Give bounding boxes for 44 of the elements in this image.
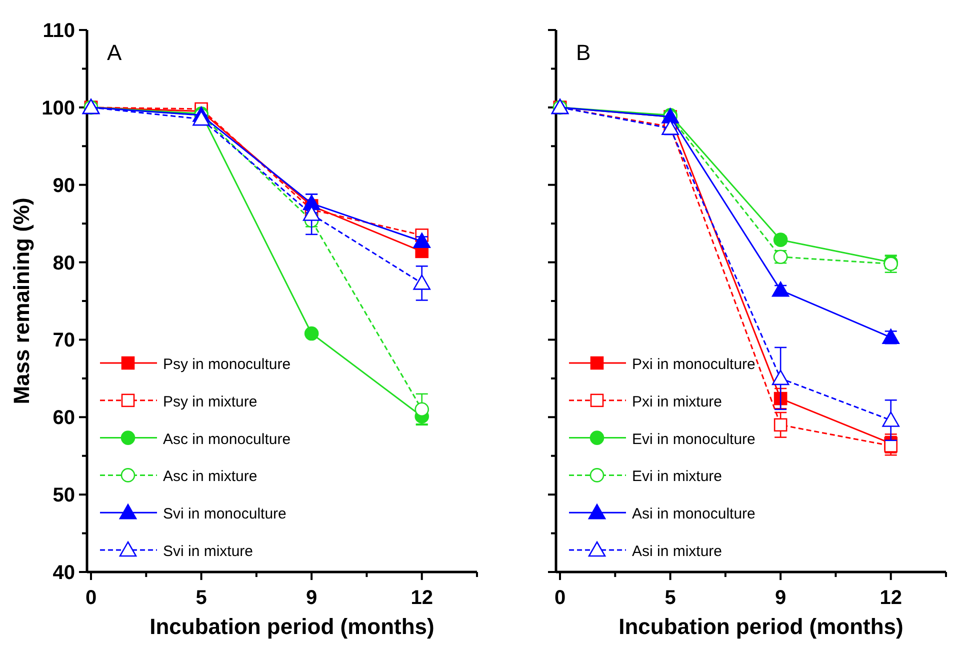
legend-label: Evi in monoculture — [632, 430, 756, 448]
point — [774, 418, 788, 432]
legend-label: Pxi in monoculture — [632, 356, 756, 373]
y-tick-label: 70 — [52, 330, 75, 352]
legend-label: Psy in monoculture — [163, 356, 291, 373]
x-tick-label: 5 — [196, 587, 207, 609]
point — [773, 232, 788, 247]
point — [772, 282, 790, 297]
y-tick-label: 110 — [42, 20, 75, 42]
point — [304, 326, 319, 341]
y-tick-label: 100 — [42, 97, 75, 120]
x-tick-label: 9 — [306, 587, 318, 609]
point — [884, 439, 898, 452]
legend-label: Psy in mixture — [163, 393, 258, 410]
x-axis-title: Incubation period (months) — [618, 614, 904, 639]
point — [413, 274, 431, 290]
annotation: A — [107, 40, 122, 65]
legend-label: Evi in mixture — [632, 468, 722, 486]
legend-label: Svi in monoculture — [163, 506, 286, 523]
point — [413, 232, 431, 248]
x-tick-label: 0 — [554, 587, 566, 609]
x-tick-label: 0 — [85, 587, 97, 609]
legend-label: Pxi in mixture — [632, 393, 722, 410]
y-tick-label: 90 — [52, 174, 75, 197]
point — [772, 370, 790, 386]
point — [192, 110, 210, 126]
point — [882, 412, 900, 427]
y-tick-label: 80 — [52, 252, 75, 274]
legend-label: Svi in mixture — [163, 543, 254, 560]
point — [414, 402, 430, 417]
x-tick-label: 5 — [664, 587, 676, 609]
y-tick-label: 40 — [52, 562, 75, 584]
legend-label: Asi in mixture — [632, 543, 722, 560]
legend-label: Asc in monoculture — [163, 430, 291, 448]
legend-label: Asi in monoculture — [632, 506, 756, 523]
x-tick-label: 9 — [775, 587, 786, 609]
x-axis-title: Incubation period (months) — [150, 614, 434, 639]
annotation: B — [576, 40, 591, 65]
x-tick-label: 12 — [880, 587, 902, 609]
y-tick-label: 50 — [52, 484, 75, 507]
y-axis-title: Mass remaining (%) — [9, 198, 34, 404]
legend-label: Asc in mixture — [163, 468, 258, 486]
y-tick-label: 60 — [52, 407, 75, 430]
x-tick-label: 12 — [410, 587, 433, 609]
